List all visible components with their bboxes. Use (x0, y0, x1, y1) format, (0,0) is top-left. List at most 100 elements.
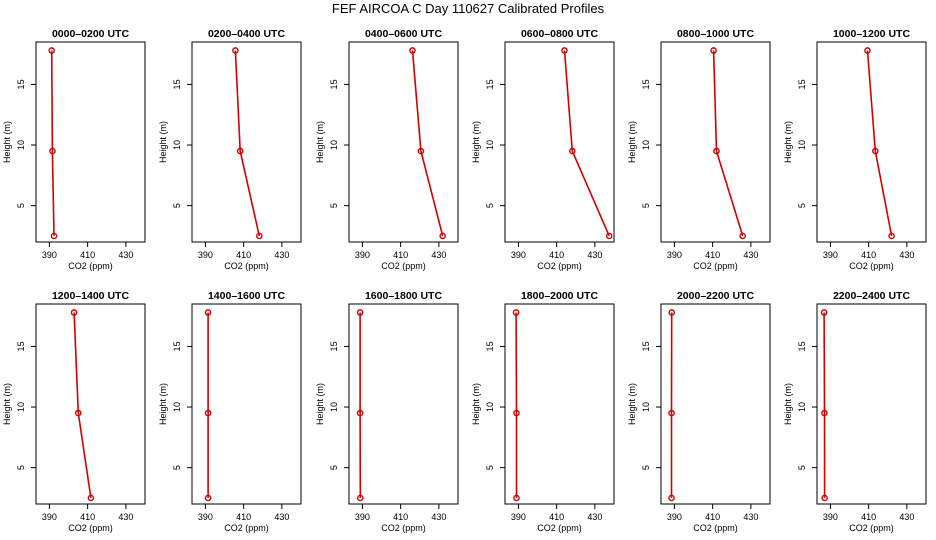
x-tick-label: 390 (667, 512, 682, 522)
chart-panel-11: 2000–2200 UTC 390 410 430 CO2 (ppm) 5 10 15 Heig… (627, 290, 771, 533)
y-axis-label: Height (m) (2, 383, 12, 425)
y-tick-label: 10 (16, 140, 26, 150)
x-axis-label: CO2 (ppm) (849, 261, 894, 271)
x-tick-label: 410 (549, 512, 564, 522)
y-tick-label: 10 (641, 140, 651, 150)
y-tick-label: 5 (172, 465, 182, 470)
y-tick-label: 15 (797, 79, 807, 89)
x-tick-label: 430 (118, 250, 133, 260)
x-tick-label: 410 (549, 250, 564, 260)
chart-panel-1: 0000–0200 UTC 390 410 430 CO2 (ppm) 5 10 15 Heig… (2, 28, 146, 271)
x-tick-label: 390 (198, 250, 213, 260)
chart-panel-5: 0800–1000 UTC 390 410 430 CO2 (ppm) 5 10 15 Heig… (627, 28, 771, 271)
plot-frame (660, 303, 771, 505)
y-axis-label: Height (m) (471, 121, 481, 163)
panel-title: 1200–1400 UTC (52, 290, 129, 302)
profile-line (50, 50, 55, 236)
y-tick-label: 15 (329, 341, 339, 351)
data-point (713, 147, 720, 155)
chart-panel-6: 1000–1200 UTC 390 410 430 CO2 (ppm) 5 10 15 Heig… (783, 28, 927, 271)
x-axis-label: CO2 (ppm) (537, 523, 582, 533)
y-tick-label: 10 (172, 402, 182, 412)
y-tick-label: 15 (16, 341, 26, 351)
data-point (204, 309, 212, 316)
plot-frame (191, 41, 302, 243)
panel-title: 2000–2200 UTC (677, 290, 754, 302)
y-tick-label: 10 (485, 402, 495, 412)
plot-frame (35, 41, 146, 243)
x-tick-label: 410 (861, 512, 876, 522)
profile-line (411, 50, 444, 237)
x-tick-label: 430 (743, 512, 758, 522)
y-tick-label: 15 (485, 341, 495, 351)
x-tick-label: 430 (431, 512, 446, 522)
y-tick-label: 15 (172, 341, 182, 351)
panel-title: 0600–0800 UTC (521, 28, 598, 40)
x-axis-label: CO2 (ppm) (68, 261, 113, 271)
x-axis-label: CO2 (ppm) (381, 261, 426, 271)
y-axis-label: Height (m) (158, 121, 168, 163)
x-axis-label: CO2 (ppm) (224, 523, 269, 533)
x-tick-label: 390 (355, 250, 370, 260)
data-point (70, 309, 78, 316)
data-point (236, 147, 244, 155)
y-tick-label: 5 (172, 203, 182, 208)
x-axis-label: CO2 (ppm) (693, 261, 738, 271)
x-tick-label: 390 (823, 512, 838, 522)
data-point (872, 147, 879, 155)
chart-panel-10: 1800–2000 UTC 390 410 430 CO2 (ppm) 5 10 15 Heig… (471, 290, 615, 533)
x-tick-label: 430 (587, 250, 602, 260)
profile-line (712, 50, 744, 237)
plot-frame (660, 41, 771, 243)
data-point (820, 309, 828, 316)
profile-line (823, 312, 826, 498)
data-point (864, 47, 871, 54)
x-tick-label: 410 (393, 250, 408, 260)
panel-title: 0400–0600 UTC (365, 28, 442, 40)
y-axis-label: Height (m) (315, 383, 325, 425)
panel-title: 1000–1200 UTC (833, 28, 910, 40)
x-tick-label: 430 (274, 250, 289, 260)
y-tick-label: 5 (797, 465, 807, 470)
x-tick-label: 430 (743, 250, 758, 260)
data-point (821, 494, 828, 502)
chart-panel-2: 0200–0400 UTC 390 410 430 CO2 (ppm) 5 10 15 Heig… (158, 28, 302, 271)
data-point (409, 47, 416, 54)
plot-frame (504, 41, 615, 243)
y-tick-label: 10 (641, 402, 651, 412)
y-axis-label: Height (m) (783, 121, 793, 163)
data-point (356, 309, 364, 316)
plot-frame (816, 303, 927, 505)
panel-title: 2200–2400 UTC (833, 290, 910, 302)
x-axis-label: CO2 (ppm) (693, 523, 738, 533)
x-tick-label: 410 (861, 250, 876, 260)
profile-line (73, 312, 92, 499)
y-tick-label: 15 (16, 79, 26, 89)
y-tick-label: 10 (329, 140, 339, 150)
y-tick-label: 10 (16, 402, 26, 412)
y-tick-label: 15 (641, 79, 651, 89)
y-tick-label: 10 (485, 140, 495, 150)
y-tick-label: 5 (485, 465, 495, 470)
plot-frame (348, 303, 459, 505)
data-point (204, 409, 212, 417)
x-tick-label: 390 (198, 512, 213, 522)
x-tick-label: 410 (236, 512, 251, 522)
x-axis-label: CO2 (ppm) (537, 261, 582, 271)
plot-frame (816, 41, 927, 243)
x-tick-label: 390 (511, 512, 526, 522)
data-point (668, 309, 676, 316)
profile-line (234, 50, 261, 237)
y-tick-label: 15 (641, 341, 651, 351)
x-tick-label: 390 (355, 512, 370, 522)
y-tick-label: 15 (329, 79, 339, 89)
chart-panel-7: 1200–1400 UTC 390 410 430 CO2 (ppm) 5 10 15 Heig… (2, 290, 146, 533)
x-tick-label: 390 (511, 250, 526, 260)
y-axis-label: Height (m) (627, 121, 637, 163)
x-tick-label: 430 (587, 512, 602, 522)
y-tick-label: 10 (797, 402, 807, 412)
plot-frame (191, 303, 302, 505)
y-tick-label: 15 (797, 341, 807, 351)
data-point (50, 232, 58, 240)
data-point (356, 409, 364, 417)
